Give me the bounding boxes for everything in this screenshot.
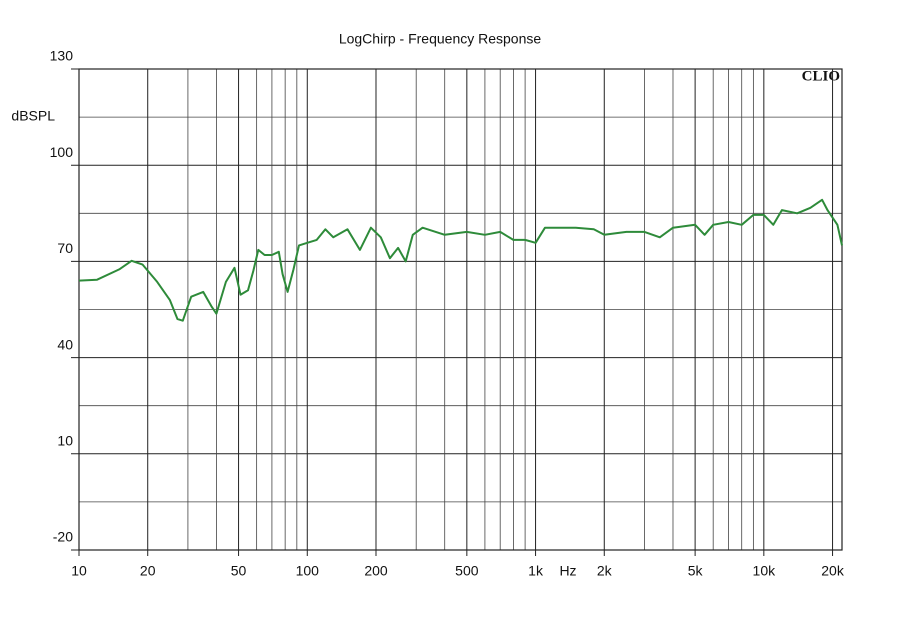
x-tick-label: 5k (688, 563, 704, 579)
x-tick-label: 20k (821, 563, 845, 579)
x-tick-label: 10k (753, 563, 777, 579)
y-axis-label: dBSPL (11, 108, 55, 124)
chart-title: LogChirp - Frequency Response (339, 31, 542, 47)
y-tick-label: 10 (57, 433, 73, 449)
x-tick-label: 50 (231, 563, 247, 579)
y-tick-label: 70 (57, 240, 73, 256)
x-tick-label: 10 (71, 563, 87, 579)
x-tick-label: 2k (597, 563, 613, 579)
x-tick-label: 1k (528, 563, 544, 579)
line-series (78, 198, 843, 322)
x-tick-label: 100 (296, 563, 320, 579)
watermark: CLIO (802, 68, 840, 84)
y-tick-label: 40 (57, 336, 73, 352)
x-tick-label: 500 (455, 563, 479, 579)
y-tick-label: 130 (50, 48, 74, 64)
y-tick-label: 100 (50, 144, 74, 160)
x-tick-label: 200 (364, 563, 388, 579)
x-axis-label: Hz (559, 563, 576, 579)
plot-frame (78, 68, 843, 551)
x-tick-label: 20 (140, 563, 156, 579)
y-tick-label: -20 (53, 529, 73, 545)
